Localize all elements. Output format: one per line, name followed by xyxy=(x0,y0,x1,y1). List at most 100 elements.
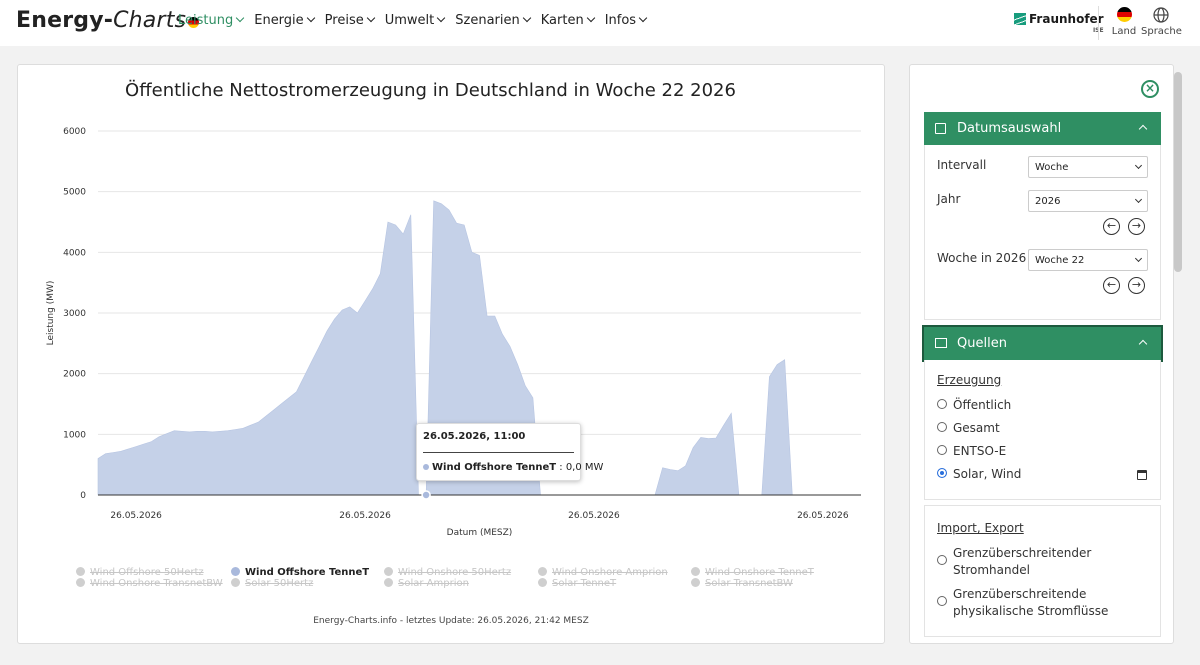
import-export-body: Import, Export Grenzüberschreitender Stro… xyxy=(924,505,1161,637)
legend-item[interactable]: Wind Onshore TransnetBW xyxy=(76,578,223,589)
axes: 0 1000 2000 3000 4000 5000 6000 26.05.2026 26.05… xyxy=(46,127,861,538)
woche-label: Woche in 2026 xyxy=(937,251,1027,265)
radio-button[interactable] xyxy=(937,422,947,432)
partner-name: Fraunhofer xyxy=(1029,12,1104,26)
radio-label: Solar, Wind xyxy=(953,467,1022,481)
radio-button[interactable] xyxy=(937,399,947,409)
prev-week-button[interactable]: ← xyxy=(1103,277,1120,294)
chart-area[interactable]: 0 1000 2000 3000 4000 5000 6000 26.05.2026 26.05… xyxy=(18,65,884,605)
nav-karten[interactable]: Karten xyxy=(541,13,595,28)
radio-label: Grenzüberschreitende xyxy=(953,587,1087,601)
quellen-header[interactable]: Quellen xyxy=(924,327,1161,360)
legend-item[interactable]: Wind Offshore 50Hertz xyxy=(76,567,204,578)
chevron-up-icon xyxy=(1138,339,1148,349)
radio-entsoe[interactable]: ENTSO-E xyxy=(937,444,1006,458)
select-value: Woche 22 xyxy=(1035,255,1085,266)
radio-label: Grenzüberschreitender xyxy=(953,546,1092,560)
nav-preise[interactable]: Preise xyxy=(324,13,375,28)
next-year-button[interactable]: → xyxy=(1128,218,1145,235)
land-label: Land xyxy=(1111,26,1137,37)
legend-item[interactable]: Wind Offshore TenneT xyxy=(231,567,369,578)
datumsauswahl-body: Intervall Woche Jahr 2026 ← → Woche in 2… xyxy=(924,145,1161,320)
chevron-down-icon xyxy=(235,13,245,23)
language-selector[interactable]: Sprache xyxy=(1141,7,1182,37)
legend-label: Solar Amprion xyxy=(398,578,469,589)
chevron-down-icon xyxy=(1134,161,1143,170)
radio-button[interactable] xyxy=(937,596,947,606)
radio-label: Öffentlich xyxy=(953,398,1012,412)
land-selector[interactable]: Land xyxy=(1110,7,1138,37)
legend-label: Wind Offshore 50Hertz xyxy=(90,567,204,578)
woche-select[interactable]: Woche 22 xyxy=(1028,249,1148,271)
radio-button[interactable] xyxy=(937,468,947,478)
chart-title: Öffentliche Nettostromerzeugung in Deuts… xyxy=(125,80,736,101)
tooltip-date: 26.05.2026, 11:00 xyxy=(423,431,526,442)
legend-item[interactable]: Wind Onshore TenneT xyxy=(691,567,814,578)
intervall-select[interactable]: Woche xyxy=(1028,156,1148,178)
select-value: Woche xyxy=(1035,162,1069,173)
x-tick-label: 26.05.2026 xyxy=(339,511,391,521)
globe-icon xyxy=(1153,7,1169,23)
radio-oeffentlich[interactable]: Öffentlich xyxy=(937,398,1011,412)
legend-dot-icon xyxy=(231,578,240,587)
x-tick-label: 26.05.2026 xyxy=(568,511,620,521)
jahr-select[interactable]: 2026 xyxy=(1028,190,1148,212)
tooltip-value: : 0,0 MW xyxy=(559,462,604,473)
chevron-down-icon xyxy=(638,13,648,23)
radio-label: Stromhandel xyxy=(953,563,1030,577)
nav-label: Szenarien xyxy=(455,13,520,28)
radio-gesamt[interactable]: Gesamt xyxy=(937,421,1000,435)
legend-dot-icon xyxy=(384,567,393,576)
legend-item[interactable]: Solar TransnetBW xyxy=(691,578,793,589)
fraunhofer-logo[interactable]: FraunhoferISE xyxy=(1014,12,1104,34)
nav-umwelt[interactable]: Umwelt xyxy=(385,13,446,28)
nav-infos[interactable]: Infos xyxy=(605,13,648,28)
prev-year-button[interactable]: ← xyxy=(1103,218,1120,235)
nav-szenarien[interactable]: Szenarien xyxy=(455,13,531,28)
nav-label: Preise xyxy=(324,13,364,28)
radio-label: ENTSO-E xyxy=(953,444,1007,458)
calendar-icon xyxy=(935,123,946,134)
legend-item[interactable]: Solar TenneT xyxy=(538,578,616,589)
calendar-icon[interactable] xyxy=(1137,470,1147,480)
legend-item[interactable]: Solar Amprion xyxy=(384,578,469,589)
nav-leistung[interactable]: Leistung xyxy=(178,13,245,28)
legend-dot-icon xyxy=(76,578,85,587)
datumsauswahl-header[interactable]: Datumsauswahl xyxy=(924,112,1161,145)
select-value: 2026 xyxy=(1035,196,1061,207)
legend-label: Wind Onshore TenneT xyxy=(705,567,814,578)
import-export-label[interactable]: Import, Export xyxy=(937,521,1024,535)
legend-dot-icon xyxy=(691,578,700,587)
erzeugung-label[interactable]: Erzeugung xyxy=(937,373,1002,387)
radio-button[interactable] xyxy=(937,445,947,455)
next-week-button[interactable]: → xyxy=(1128,277,1145,294)
tooltip-series: Wind Offshore TenneT xyxy=(432,462,557,473)
tooltip-row: Wind Offshore TenneT : 0,0 MW xyxy=(423,462,603,473)
logo[interactable]: Energy-Charts xyxy=(16,8,200,33)
panel-scrollbar[interactable] xyxy=(1174,72,1182,272)
legend-item[interactable]: Wind Onshore 50Hertz xyxy=(384,567,511,578)
legend-label: Solar 50Hertz xyxy=(245,578,314,589)
radio-solar-wind[interactable]: Solar, Wind xyxy=(937,467,1021,481)
legend-item[interactable]: Wind Onshore Amprion xyxy=(538,567,668,578)
legend-dot-icon xyxy=(231,567,240,576)
legend-dot-icon xyxy=(76,567,85,576)
sources-icon xyxy=(935,338,947,348)
radio-stromhandel[interactable]: Grenzüberschreitender Stromhandel xyxy=(937,545,1091,579)
radio-stromfluesse[interactable]: Grenzüberschreitende physikalische Stromf… xyxy=(937,586,1108,620)
radio-button[interactable] xyxy=(937,555,947,565)
nav-label: Energie xyxy=(254,13,304,28)
section-title: Quellen xyxy=(957,336,1007,351)
logo-text-italic: Charts xyxy=(113,8,187,33)
jahr-label: Jahr xyxy=(937,192,961,206)
legend-label: Solar TenneT xyxy=(552,578,617,589)
legend-item[interactable]: Solar 50Hertz xyxy=(231,578,313,589)
y-tick-label: 3000 xyxy=(63,309,86,319)
y-tick-label: 4000 xyxy=(63,248,86,258)
nav-energie[interactable]: Energie xyxy=(254,13,315,28)
x-tick-label: 26.05.2026 xyxy=(797,511,849,521)
legend-dot-icon xyxy=(691,567,700,576)
section-title: Datumsauswahl xyxy=(957,121,1062,136)
close-panel-button[interactable]: × xyxy=(1141,80,1159,98)
radio-label: Gesamt xyxy=(953,421,1000,435)
